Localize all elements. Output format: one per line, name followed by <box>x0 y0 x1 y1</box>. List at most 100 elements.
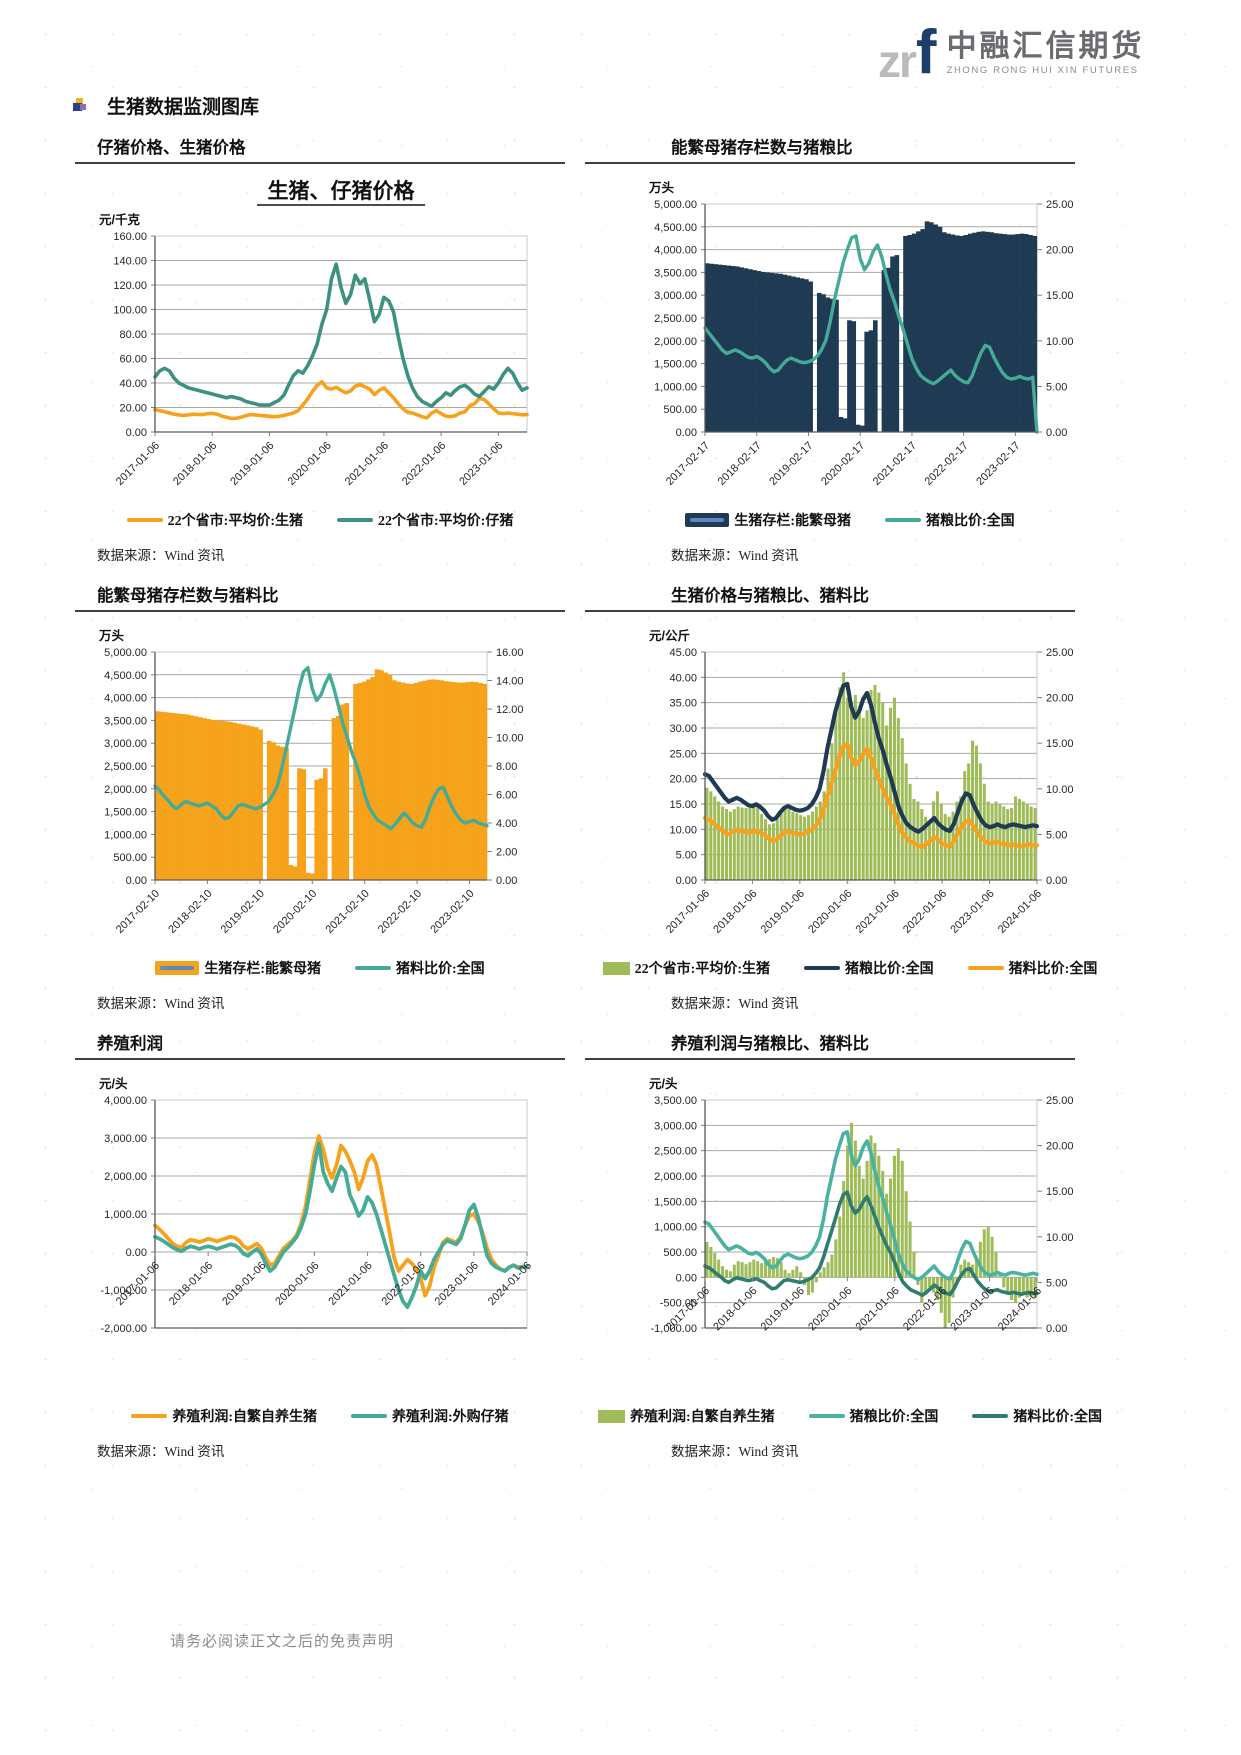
svg-text:4.00: 4.00 <box>496 818 517 830</box>
svg-text:25.00: 25.00 <box>669 748 697 760</box>
svg-text:80.00: 80.00 <box>119 329 147 341</box>
legend-swatch-line <box>967 965 1004 971</box>
chart-legend: 22个省市:平均价:生猪 猪粮比价:全国 猪料比价:全国 <box>602 958 1097 978</box>
chart-heading-row: 能繁母猪存栏数与猪粮比 <box>585 134 1075 164</box>
svg-text:1,000.00: 1,000.00 <box>654 1222 697 1234</box>
legend-item: 22个省市:平均价:仔猪 <box>337 510 513 530</box>
svg-text:2020-02-10: 2020-02-10 <box>271 888 319 936</box>
svg-text:元/头: 元/头 <box>649 1076 678 1091</box>
svg-text:2,500.00: 2,500.00 <box>104 761 147 773</box>
svg-text:生猪、仔猪价格: 生猪、仔猪价格 <box>268 179 416 203</box>
svg-text:8.00: 8.00 <box>496 761 517 773</box>
logo-text: 中融汇信期货 ZHONG RONG HUI XIN FUTURES <box>947 30 1145 76</box>
svg-text:2020-01-06: 2020-01-06 <box>273 1260 321 1308</box>
chart-canvas-breeding-profit: -2,000.00 -1,000.00 0.00 1,000.00 2,000.00 3,… <box>75 1066 565 1406</box>
svg-text:5.00: 5.00 <box>1046 1277 1067 1289</box>
chart-legend: 22个省市:平均价:生猪 22个省市:平均价:仔猪 <box>75 510 565 530</box>
svg-text:30.00: 30.00 <box>669 723 697 735</box>
chart-heading: 仔猪价格、生猪价格 <box>97 138 246 157</box>
svg-text:0.00: 0.00 <box>676 875 697 887</box>
data-source-note: 数据来源：Wind 资讯 <box>97 548 225 563</box>
chart-heading: 能繁母猪存栏数与猪粮比 <box>671 138 853 157</box>
chart-canvas-wrap: 0.00 20.00 40.00 60.00 80.00 100.00 120.00 140.… <box>75 164 565 530</box>
svg-text:25.00: 25.00 <box>1046 1095 1074 1107</box>
svg-text:15.00: 15.00 <box>1046 290 1074 302</box>
svg-text:10.00: 10.00 <box>496 733 524 745</box>
data-source-note: 数据来源：Wind 资讯 <box>97 1444 225 1459</box>
legend-item: 猪粮比价:全国 <box>885 510 1015 530</box>
svg-text:60.00: 60.00 <box>119 354 147 366</box>
svg-text:20.00: 20.00 <box>1046 693 1074 705</box>
chart-canvas-wrap: -1,000.00 -500.00 0.00 500.00 1,000.00 1,500.… <box>585 1060 1102 1426</box>
svg-text:25.00: 25.00 <box>1046 647 1074 659</box>
chart-canvas-wrap: 0.00 500.00 1,000.00 1,500.00 2,000.00 2,500.… <box>585 164 1075 530</box>
chart-block-profit-ratios: 养殖利润与猪粮比、猪料比 -1,000.00 -500.00 0.00 500.00 1… <box>585 1030 1102 1460</box>
chart-canvas-sow-inventory-grain-ratio: 0.00 500.00 1,000.00 1,500.00 2,000.00 2,500.… <box>625 170 1075 510</box>
svg-text:16.00: 16.00 <box>496 647 524 659</box>
svg-text:3,500.00: 3,500.00 <box>654 1095 697 1107</box>
legend-swatch-bar <box>602 961 630 975</box>
chart-block-hog-price-ratios: 生猪价格与猪粮比、猪料比 0.00 5.00 10.00 15.00 20.00 25.0… <box>585 582 1097 1012</box>
svg-text:0.00: 0.00 <box>126 427 147 439</box>
chart-canvas-wrap: -2,000.00 -1,000.00 0.00 1,000.00 2,000.00 3,… <box>75 1060 565 1426</box>
svg-text:2021-02-10: 2021-02-10 <box>324 888 372 936</box>
svg-text:-2,000.00: -2,000.00 <box>101 1323 147 1335</box>
svg-text:45.00: 45.00 <box>669 647 697 659</box>
legend-item: 22个省市:平均价:生猪 <box>126 510 303 530</box>
legend-label: 22个省市:平均价:生猪 <box>167 514 303 529</box>
legend-swatch-line <box>126 517 163 523</box>
svg-text:元/千克: 元/千克 <box>99 212 140 227</box>
legend-label: 生猪存栏:能繁母猪 <box>204 962 321 977</box>
svg-text:1,000.00: 1,000.00 <box>104 1209 147 1221</box>
chart-grid: 仔猪价格、生猪价格 0.00 20.00 40.00 60.00 80.00 100.00… <box>75 134 1102 1460</box>
chart-heading-row: 养殖利润 <box>75 1030 565 1060</box>
legend-label: 猪料比价:全国 <box>1008 962 1098 977</box>
chart-heading: 养殖利润 <box>97 1034 163 1053</box>
chart-canvas-wrap: 0.00 500.00 1,000.00 1,500.00 2,000.00 2,500.… <box>75 612 565 978</box>
svg-text:25.00: 25.00 <box>1046 199 1074 211</box>
svg-text:2021-01-06: 2021-01-06 <box>326 1260 374 1308</box>
chart-block-sow-inventory-feed-ratio: 能繁母猪存栏数与猪料比 0.00 500.00 1,000.00 1,500.00 2,… <box>75 582 565 1012</box>
legend-label: 养殖利润:自繁自养生猪 <box>172 1410 317 1425</box>
svg-text:12.00: 12.00 <box>496 704 524 716</box>
chart-legend: 生猪存栏:能繁母猪 猪粮比价:全国 <box>625 510 1075 530</box>
chart-block-sow-inventory-grain-ratio: 能繁母猪存栏数与猪粮比 0.00 500.00 1,000.00 1,500.00 2,… <box>585 134 1075 564</box>
legend-item: 养殖利润:外购仔猪 <box>351 1406 509 1426</box>
legend-label: 猪粮比价:全国 <box>926 514 1015 529</box>
company-logo: zr f 中融汇信期货 ZHONG RONG HUI XIN FUTURES <box>878 22 1145 85</box>
legend-label: 22个省市:平均价:生猪 <box>634 962 770 977</box>
svg-text:2020-01-06: 2020-01-06 <box>806 888 854 936</box>
chart-block-breeding-profit: 养殖利润 -2,000.00 -1,000.00 0.00 1,000.00 2,000… <box>75 1030 565 1460</box>
legend-item: 生猪存栏:能繁母猪 <box>155 958 321 978</box>
svg-text:0.00: 0.00 <box>676 427 697 439</box>
svg-text:5.00: 5.00 <box>676 850 697 862</box>
svg-text:10.00: 10.00 <box>1046 336 1074 348</box>
legend-swatch-barline <box>685 513 730 527</box>
legend-swatch-line <box>355 965 391 971</box>
svg-text:2023-02-17: 2023-02-17 <box>974 440 1022 488</box>
disclaimer-footer: 请务必阅读正文之后的免责声明 <box>170 1634 395 1650</box>
legend-label: 猪料比价:全国 <box>1013 1410 1103 1425</box>
data-source-note: 数据来源：Wind 资讯 <box>97 996 225 1011</box>
svg-text:2019-01-06: 2019-01-06 <box>228 440 276 488</box>
svg-text:0.00: 0.00 <box>126 1247 147 1259</box>
svg-text:4,000.00: 4,000.00 <box>654 245 697 257</box>
svg-text:2023-01-06: 2023-01-06 <box>948 1285 996 1333</box>
legend-item: 猪料比价:全国 <box>355 958 485 978</box>
svg-text:2024-01-06: 2024-01-06 <box>996 888 1044 936</box>
legend-label: 猪粮比价:全国 <box>845 962 934 977</box>
data-source-note: 数据来源：Wind 资讯 <box>671 996 799 1011</box>
legend-item: 22个省市:平均价:生猪 <box>602 958 770 978</box>
svg-text:2020-02-17: 2020-02-17 <box>819 440 867 488</box>
svg-text:2,000.00: 2,000.00 <box>104 1171 147 1183</box>
data-source-note: 数据来源：Wind 资讯 <box>671 1444 799 1459</box>
svg-text:40.00: 40.00 <box>119 378 147 390</box>
legend-label: 养殖利润:外购仔猪 <box>392 1410 509 1425</box>
svg-text:2022-01-06: 2022-01-06 <box>901 888 949 936</box>
svg-text:3,000.00: 3,000.00 <box>104 1133 147 1145</box>
svg-text:元/公斤: 元/公斤 <box>649 628 690 643</box>
legend-label: 猪粮比价:全国 <box>849 1410 939 1425</box>
svg-text:2022-02-17: 2022-02-17 <box>923 440 971 488</box>
svg-text:4,500.00: 4,500.00 <box>654 222 697 234</box>
svg-text:2023-01-06: 2023-01-06 <box>948 888 996 936</box>
